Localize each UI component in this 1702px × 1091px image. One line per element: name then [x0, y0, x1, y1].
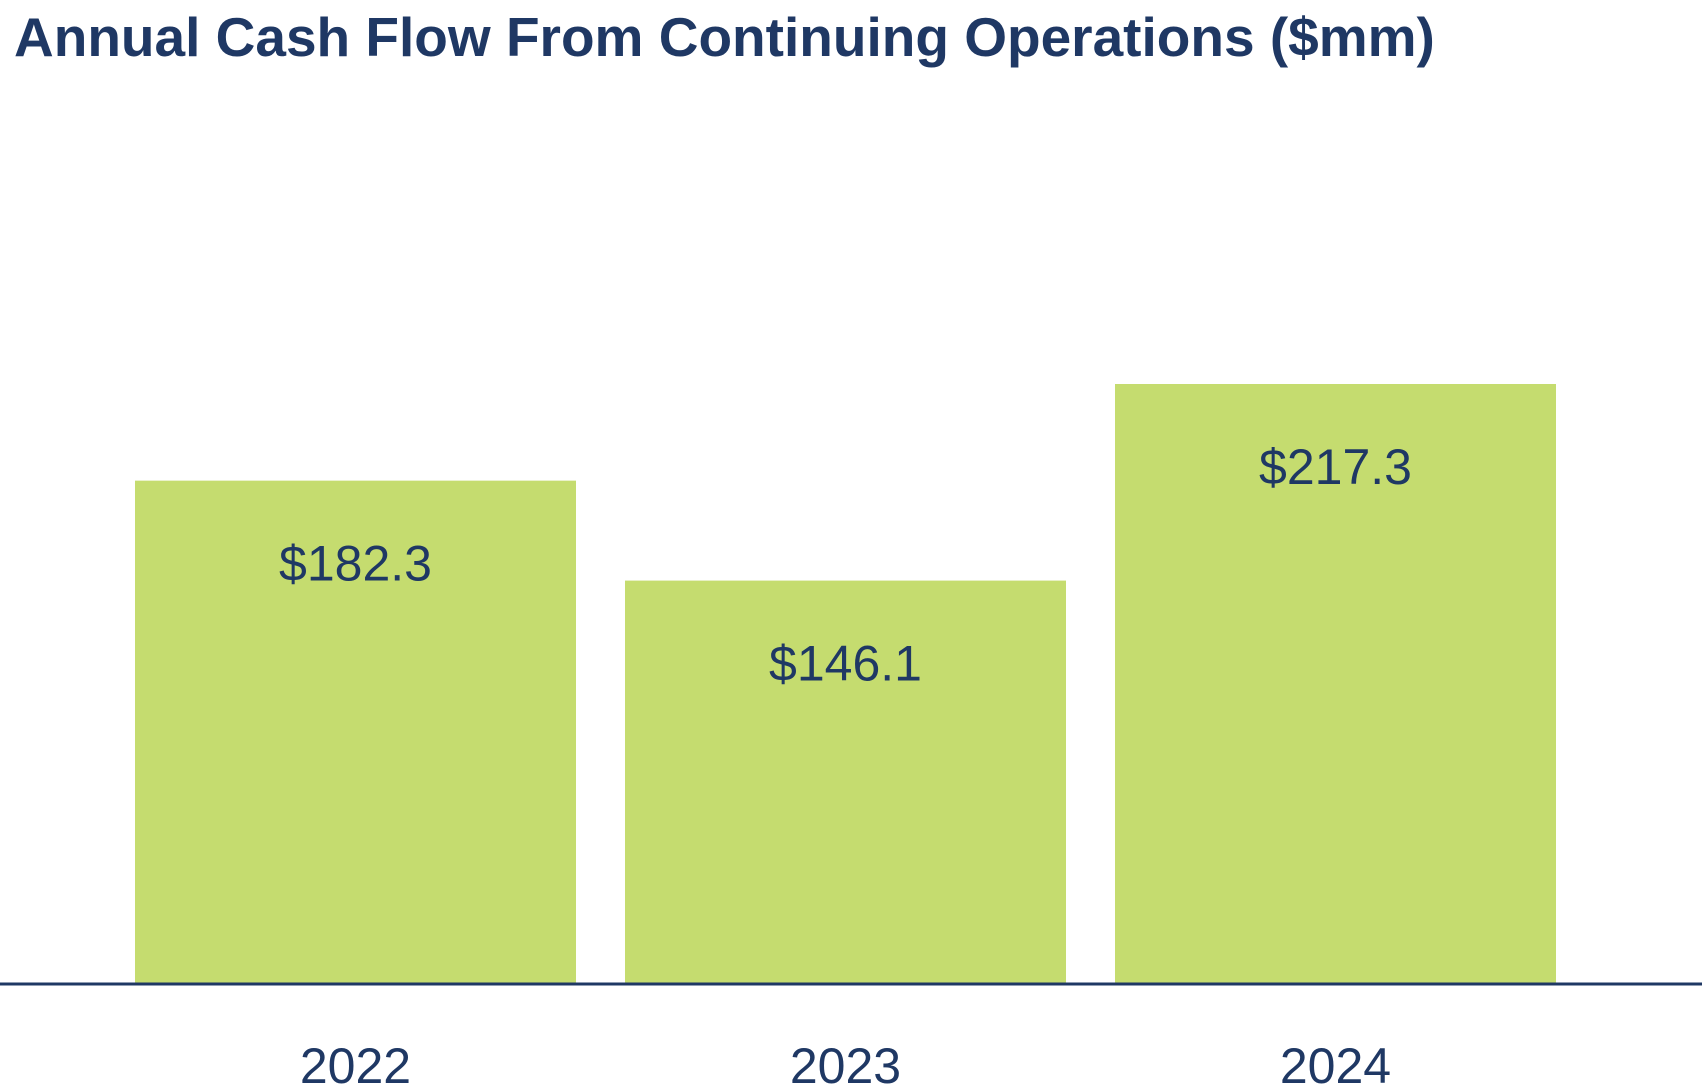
data-label-2024: $217.3 [1259, 439, 1412, 495]
x-tick-label-2022: 2022 [300, 1038, 411, 1091]
bar-2022 [135, 480, 576, 984]
x-tick-labels-layer: 2022 2023 2024 [300, 1038, 1391, 1091]
chart-title: Annual Cash Flow From Continuing Operati… [14, 6, 1435, 68]
x-tick-label-2023: 2023 [790, 1038, 901, 1091]
bars-layer [135, 384, 1556, 984]
bar-2023 [625, 580, 1066, 984]
x-tick-label-2024: 2024 [1280, 1038, 1391, 1091]
data-label-2023: $146.1 [769, 636, 922, 692]
bar-2024 [1115, 384, 1556, 984]
data-label-2022: $182.3 [279, 536, 432, 592]
data-labels-layer: $182.3 $146.1 $217.3 [279, 439, 1412, 692]
